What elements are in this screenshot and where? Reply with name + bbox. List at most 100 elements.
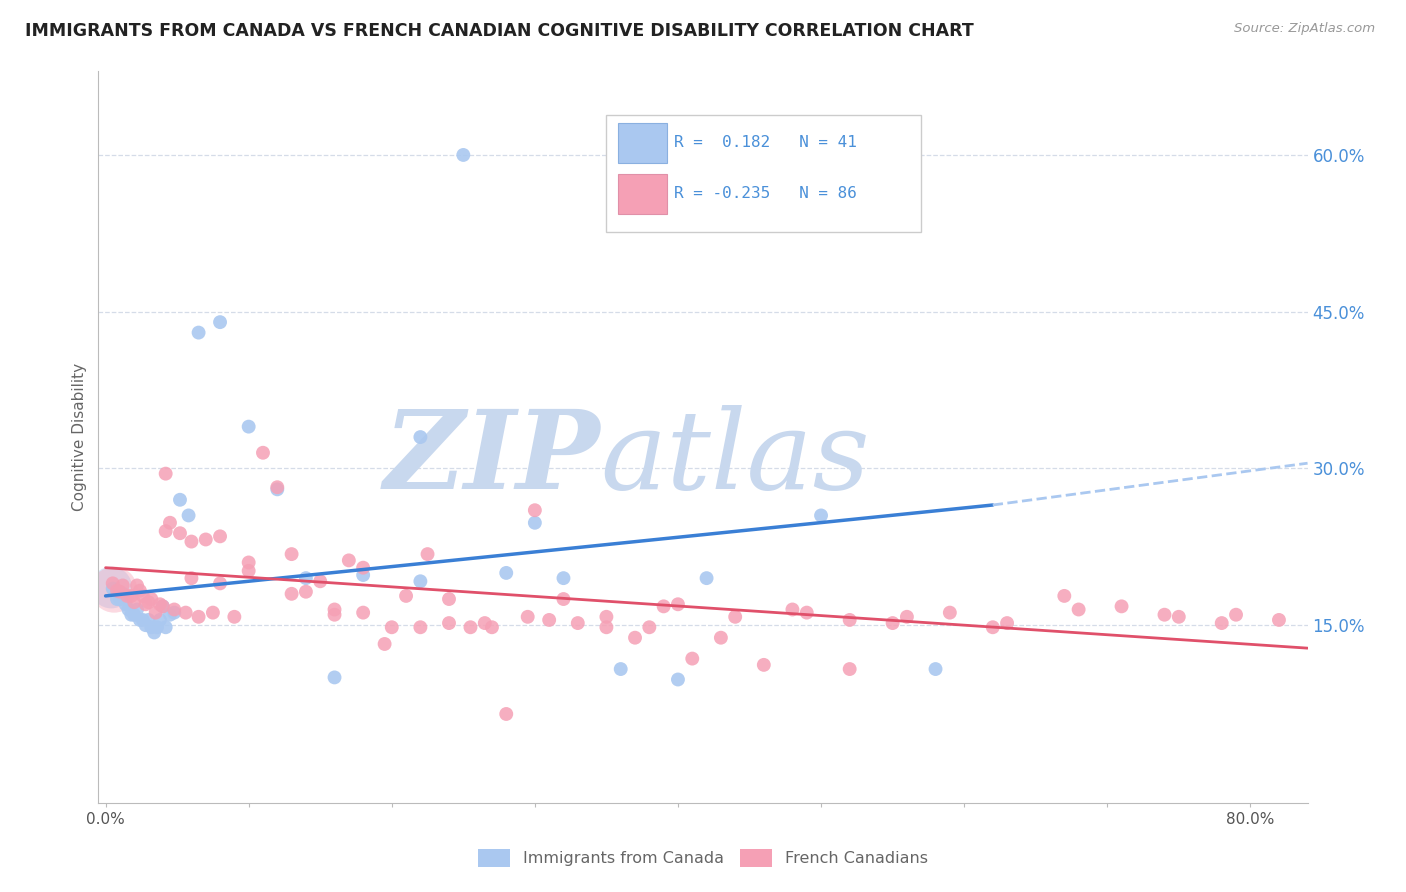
Point bbox=[103, 582, 125, 597]
Point bbox=[523, 516, 546, 530]
Point bbox=[624, 631, 647, 645]
Text: ZIP: ZIP bbox=[384, 405, 600, 513]
Point bbox=[553, 571, 575, 585]
Point bbox=[163, 606, 186, 620]
Point bbox=[101, 576, 124, 591]
Point bbox=[416, 547, 439, 561]
Point bbox=[141, 620, 163, 634]
Point bbox=[152, 599, 174, 614]
Point bbox=[460, 620, 482, 634]
Point bbox=[1167, 609, 1189, 624]
Y-axis label: Cognitive Disability: Cognitive Disability bbox=[72, 363, 87, 511]
Point bbox=[135, 618, 157, 632]
Point bbox=[201, 606, 224, 620]
Point bbox=[995, 616, 1018, 631]
Point bbox=[337, 553, 360, 567]
Point bbox=[132, 613, 155, 627]
Point bbox=[155, 524, 177, 538]
Point bbox=[117, 602, 139, 616]
Point bbox=[132, 589, 155, 603]
Point bbox=[187, 326, 209, 340]
Point bbox=[145, 606, 167, 620]
Point bbox=[122, 607, 145, 622]
Point bbox=[595, 609, 617, 624]
Text: Source: ZipAtlas.com: Source: ZipAtlas.com bbox=[1234, 22, 1375, 36]
Point bbox=[652, 599, 675, 614]
Point bbox=[638, 620, 661, 634]
Point bbox=[101, 582, 124, 596]
Point bbox=[224, 609, 246, 624]
Point bbox=[782, 602, 804, 616]
Point bbox=[108, 592, 131, 607]
Point bbox=[209, 315, 232, 329]
Point bbox=[352, 560, 374, 574]
Point bbox=[1067, 602, 1090, 616]
Point bbox=[169, 526, 191, 541]
Point bbox=[174, 606, 197, 620]
Point bbox=[238, 556, 260, 570]
Text: IMMIGRANTS FROM CANADA VS FRENCH CANADIAN COGNITIVE DISABILITY CORRELATION CHART: IMMIGRANTS FROM CANADA VS FRENCH CANADIA… bbox=[25, 22, 974, 40]
Point bbox=[495, 706, 517, 721]
Point bbox=[114, 597, 136, 611]
Point bbox=[125, 578, 148, 592]
Point bbox=[129, 583, 152, 598]
Point bbox=[696, 571, 718, 585]
Point bbox=[323, 607, 346, 622]
Point bbox=[111, 578, 134, 592]
Point bbox=[266, 483, 288, 497]
Point bbox=[323, 602, 346, 616]
Point bbox=[280, 547, 302, 561]
Point bbox=[180, 534, 202, 549]
Point bbox=[924, 662, 946, 676]
Text: atlas: atlas bbox=[600, 405, 870, 513]
Point bbox=[796, 606, 818, 620]
Point bbox=[352, 568, 374, 582]
Point bbox=[395, 589, 418, 603]
Point bbox=[437, 616, 460, 631]
Point bbox=[266, 480, 288, 494]
Point bbox=[474, 616, 496, 631]
Point bbox=[374, 637, 396, 651]
Point bbox=[381, 620, 404, 634]
Point bbox=[295, 584, 318, 599]
Point bbox=[120, 607, 142, 622]
Point bbox=[882, 616, 904, 631]
Point bbox=[209, 576, 232, 591]
Point bbox=[159, 607, 181, 622]
Point bbox=[666, 673, 689, 687]
Point bbox=[155, 467, 177, 481]
Point bbox=[595, 620, 617, 634]
Point bbox=[100, 581, 122, 595]
Text: R = -0.235   N = 86: R = -0.235 N = 86 bbox=[673, 186, 856, 201]
Point bbox=[896, 609, 918, 624]
Point bbox=[129, 613, 152, 627]
Point bbox=[143, 625, 166, 640]
Legend: Immigrants from Canada, French Canadians: Immigrants from Canada, French Canadians bbox=[470, 841, 936, 875]
Point bbox=[567, 616, 589, 631]
Point bbox=[187, 609, 209, 624]
Point bbox=[981, 620, 1004, 634]
Point bbox=[149, 613, 172, 627]
Point bbox=[141, 592, 163, 607]
Point bbox=[159, 516, 181, 530]
Point bbox=[155, 620, 177, 634]
Point bbox=[939, 606, 962, 620]
Point bbox=[409, 620, 432, 634]
Point bbox=[323, 670, 346, 684]
Point bbox=[238, 419, 260, 434]
Point bbox=[152, 599, 174, 614]
Point bbox=[295, 571, 318, 585]
Point bbox=[681, 651, 703, 665]
Point bbox=[138, 595, 160, 609]
Point bbox=[163, 602, 186, 616]
Point bbox=[1053, 589, 1076, 603]
Point bbox=[553, 592, 575, 607]
Point bbox=[516, 609, 538, 624]
Point bbox=[108, 584, 131, 599]
Point bbox=[1153, 607, 1175, 622]
Point bbox=[169, 492, 191, 507]
Point bbox=[280, 587, 302, 601]
Point bbox=[252, 446, 274, 460]
Point bbox=[495, 566, 517, 580]
Point bbox=[752, 657, 775, 672]
